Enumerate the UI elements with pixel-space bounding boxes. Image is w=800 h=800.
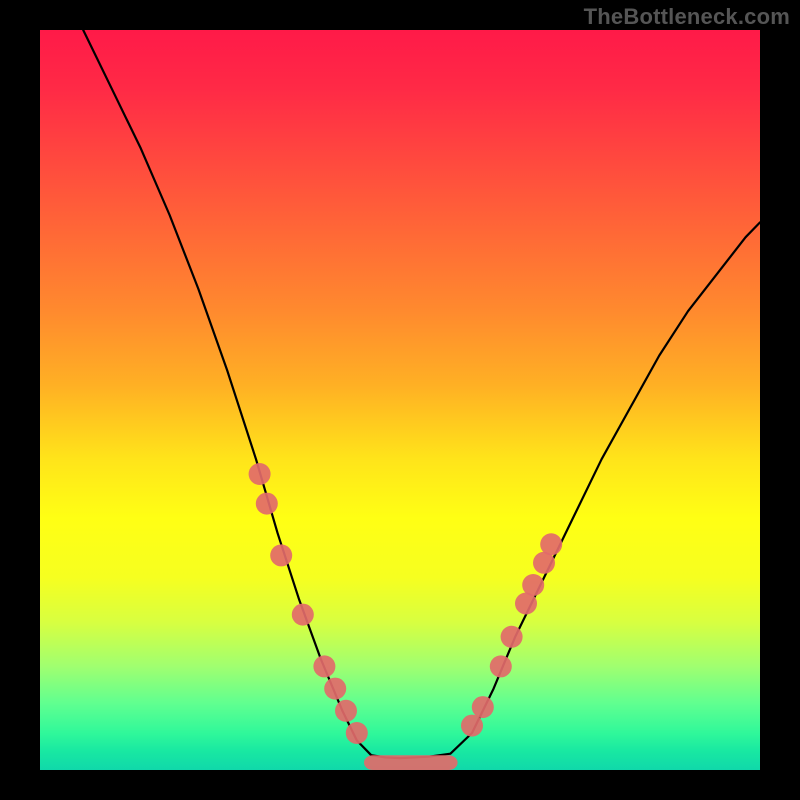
curve-marker: [490, 655, 512, 677]
curve-marker: [270, 544, 292, 566]
curve-marker: [335, 700, 357, 722]
curve-marker: [249, 463, 271, 485]
curve-marker: [324, 678, 346, 700]
curve-marker: [522, 574, 544, 596]
curve-marker: [501, 626, 523, 648]
curve-marker: [461, 715, 483, 737]
bottom-plateau-bar: [364, 755, 458, 770]
curve-marker: [472, 696, 494, 718]
curve-marker: [313, 655, 335, 677]
watermark-text: TheBottleneck.com: [584, 4, 790, 30]
chart-svg: [0, 0, 800, 800]
curve-marker: [256, 493, 278, 515]
curve-marker: [346, 722, 368, 744]
curve-marker: [292, 604, 314, 626]
plot-area: [40, 30, 760, 770]
curve-marker: [540, 533, 562, 555]
chart-stage: TheBottleneck.com: [0, 0, 800, 800]
